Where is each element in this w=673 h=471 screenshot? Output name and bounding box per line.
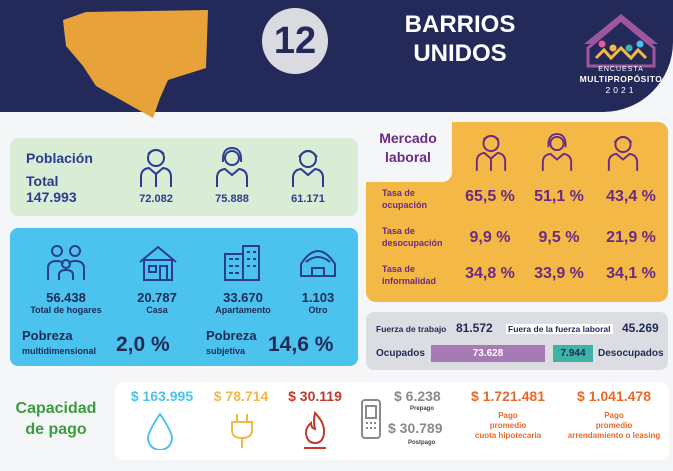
arriendo-value: $ 1.041.478 — [577, 388, 651, 404]
tasa-desocupacion-men: 9,5 % — [538, 229, 580, 246]
desocupados-label: Desocupados — [598, 348, 664, 359]
hipoteca-label-line3: cuota hipotecaria — [474, 431, 542, 440]
logo-text-multiproposito: MULTIPROPÓSITO — [579, 74, 663, 84]
mercado-title-cutout — [366, 122, 452, 182]
hogares-casa-label: Casa — [146, 305, 168, 315]
hogares-apto-value: 33.670 — [223, 290, 263, 305]
hipoteca-value: $ 1.721.481 — [471, 388, 545, 404]
hogares-panel — [10, 228, 358, 366]
person-icon — [292, 150, 324, 187]
pobreza-multi-label1: Pobreza — [22, 328, 73, 343]
woman-icon — [216, 146, 248, 187]
telefono-postpago-value: $ 30.789 — [388, 420, 443, 436]
hogares-otro-value: 1.103 — [301, 290, 335, 305]
tasa-desocupacion-label2: desocupación — [382, 238, 443, 248]
tasa-informalidad-men: 33,9 % — [534, 265, 584, 282]
phone-icon — [361, 399, 381, 439]
poblacion-panel — [10, 138, 358, 216]
agua-value: $ 163.995 — [130, 388, 194, 404]
arriendo-label: Pago promedio arrendamiento o leasing — [558, 411, 670, 441]
capacidad-pago-panel — [115, 382, 669, 460]
tasa-ocupacion-men: 51,1 % — [534, 188, 584, 205]
poblacion-label: Población — [26, 150, 93, 166]
tasa-informalidad-label2: informalidad — [382, 276, 437, 286]
poblacion-women-value: 75.888 — [215, 193, 249, 205]
poblacion-men-value: 72.082 — [139, 193, 173, 205]
arriendo-label-line2: promedio — [595, 421, 633, 430]
tasa-informalidad-label1: Tasa de — [382, 264, 415, 274]
barrio-map-shape — [63, 10, 208, 118]
pobreza-subj-label1: Pobreza — [206, 328, 257, 343]
water-drop-icon — [146, 412, 174, 450]
arriendo-label-line1: Pago — [604, 411, 624, 420]
pobreza-multi-value: 2,0 % — [116, 333, 170, 356]
fuerza-trabajo-label: Fuerza de trabajo — [376, 324, 447, 334]
tasa-desocupacion-label1: Tasa de — [382, 226, 415, 236]
hogares-total-label: Total de hogares — [30, 305, 102, 315]
tasa-ocupacion-label2: ocupación — [382, 200, 428, 210]
logo-text-encuesta: ENCUESTA — [598, 66, 644, 73]
hipoteca-label-line2: promedio — [489, 421, 527, 430]
hogares-apto-label: Apartamento — [215, 305, 271, 315]
desocupados-bar: 7.944 — [553, 345, 593, 362]
tasa-desocupacion-women: 21,9 % — [606, 229, 656, 246]
family-icon — [47, 245, 85, 280]
fuera-fuerza-value: 45.269 — [622, 321, 659, 335]
fuerza-trabajo-value: 81.572 — [456, 321, 493, 335]
plug-icon — [231, 414, 253, 448]
barrio-name: BARRIOS UNIDOS — [380, 10, 540, 68]
capacidad-title-line2: de pago — [25, 421, 87, 438]
tasa-informalidad-women: 34,1 % — [606, 265, 656, 282]
pobreza-subj-label2: subjetiva — [206, 346, 246, 356]
hogares-total-value: 56.438 — [46, 290, 86, 305]
telefono-postpago-label: Postpago — [408, 440, 436, 446]
woman-icon — [541, 133, 573, 171]
tasa-desocupacion-total: 9,9 % — [469, 229, 511, 246]
tasa-ocupacion-total: 65,5 % — [465, 188, 515, 205]
hipoteca-label: Pago promedio cuota hipotecaria — [452, 411, 564, 441]
fuera-fuerza-label: Fuera de la fuerza laboral — [506, 324, 613, 334]
person-icon — [607, 135, 639, 171]
telefono-prepago-label: Prepago — [410, 406, 435, 412]
tasa-ocupacion-women: 43,4 % — [606, 188, 656, 205]
barrio-name-line2: UNIDOS — [413, 40, 507, 67]
barrio-name-line1: BARRIOS — [404, 11, 516, 38]
ocupados-label: Ocupados — [376, 348, 425, 359]
hogares-casa-value: 20.787 — [137, 290, 177, 305]
telefono-prepago-value: $ 6.238 — [394, 388, 441, 404]
encuesta-logo-icon — [584, 14, 658, 68]
man-icon — [140, 149, 172, 187]
energia-value: $ 78.714 — [213, 388, 269, 404]
ocupados-bar: 73.628 — [431, 345, 545, 362]
flame-icon — [304, 411, 326, 449]
mercado-title-line1: Mercado — [379, 130, 437, 146]
pobreza-subj-value: 14,6 % — [268, 333, 334, 356]
poblacion-total-value: 147.993 — [26, 189, 77, 205]
house-icon — [139, 245, 177, 281]
tent-icon — [300, 250, 336, 277]
poblacion-total-label: Total — [26, 173, 59, 189]
tasa-ocupacion-label1: Tasa de — [382, 188, 415, 198]
barrio-number: 12 — [262, 8, 328, 74]
poblacion-other-value: 61.171 — [291, 193, 325, 205]
pobreza-multi-label2: multidimensional — [22, 346, 97, 356]
hipoteca-label-line1: Pago — [498, 411, 518, 420]
logo-text-year: 2021 — [605, 85, 637, 95]
man-icon — [475, 135, 507, 171]
capacidad-title-line1: Capacidad — [15, 400, 97, 417]
tasa-informalidad-total: 34,8 % — [465, 265, 515, 282]
hogares-otro-label: Otro — [308, 305, 328, 315]
gas-value: $ 30.119 — [288, 388, 342, 404]
arriendo-label-line3: arrendamiento o leasing — [567, 431, 661, 440]
mercado-title-line2: laboral — [385, 149, 431, 165]
building-icon — [224, 245, 260, 281]
